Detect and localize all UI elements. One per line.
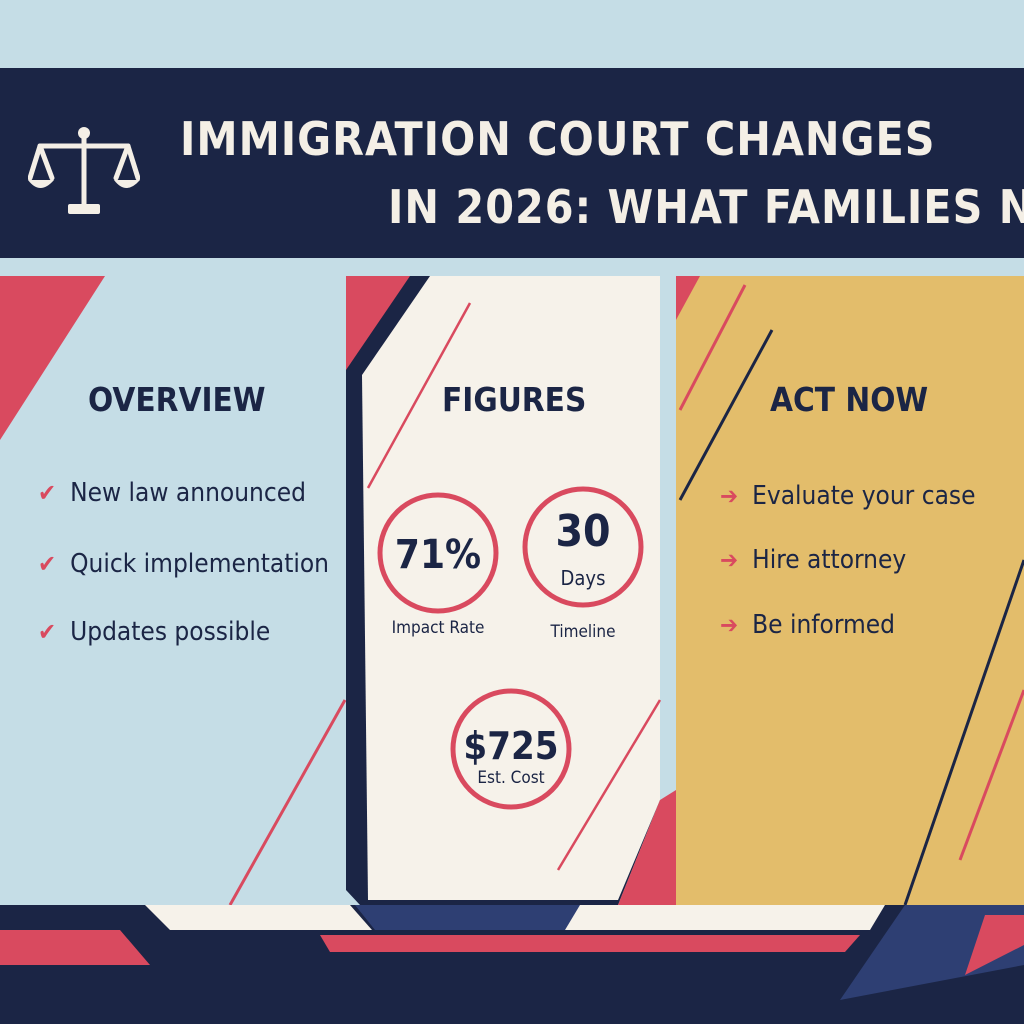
scales-of-justice-icon	[28, 127, 140, 214]
overview-item-label: Quick implementation	[70, 549, 330, 579]
stat-label: Impact Rate	[391, 618, 485, 638]
bottom-cream-left	[145, 905, 372, 930]
overview-item: ✔ New law announced	[38, 478, 306, 508]
overview-item: ✔ Quick implementation	[38, 549, 329, 579]
middle-panel	[362, 276, 660, 900]
right-accent-line-4	[958, 689, 1024, 861]
right-panel	[676, 276, 1024, 906]
stat-label: Timeline	[550, 622, 616, 642]
stat-label: Est. Cost	[477, 768, 545, 788]
middle-corner-accent	[618, 790, 676, 905]
stat-unit: Days	[560, 566, 606, 590]
title-line-2: IN 2026: WHAT FAMILIES NO	[388, 180, 1024, 234]
arrow-right-icon: ➔	[720, 611, 739, 639]
middle-accent-line-2	[556, 699, 662, 871]
act-now-item: ➔ Evaluate your case	[720, 481, 975, 511]
check-icon: ✔	[38, 479, 57, 507]
arrow-right-icon: ➔	[720, 482, 739, 510]
act-now-item-label: Evaluate your case	[752, 481, 976, 511]
act-now-item-label: Hire attorney	[752, 545, 907, 575]
title-line-1: IMMIGRATION COURT CHANGES	[180, 112, 936, 166]
right-coral-sliver	[676, 276, 700, 320]
act-now-item: ➔ Hire attorney	[720, 545, 906, 575]
middle-accent-line-1	[366, 302, 472, 489]
overview-item: ✔ Updates possible	[38, 617, 270, 647]
right-accent-line-2	[678, 329, 774, 501]
bottom-coral-left	[0, 930, 150, 965]
bottom-coral-mid	[320, 935, 860, 952]
bottom-cream-right	[565, 905, 885, 930]
arrow-right-icon: ➔	[720, 546, 739, 574]
bottom-coral-right	[965, 915, 1024, 975]
overview-heading: OVERVIEW	[88, 380, 266, 419]
act-now-item-label: Be informed	[752, 610, 896, 640]
check-icon: ✔	[38, 550, 57, 578]
bottom-blue-right	[840, 905, 1024, 1000]
figures-heading: FIGURES	[442, 380, 587, 419]
stat-value: 71%	[394, 532, 482, 578]
header-banner	[0, 68, 1024, 258]
bottom-blue-mid	[355, 905, 600, 930]
left-coral-wedge	[0, 276, 105, 440]
act-now-heading: ACT NOW	[770, 380, 929, 419]
right-accent-line-1	[678, 284, 747, 411]
overview-item-label: Updates possible	[70, 617, 271, 647]
act-now-item: ➔ Be informed	[720, 610, 895, 640]
right-accent-line-3	[903, 559, 1024, 906]
overview-item-label: New law announced	[70, 478, 306, 508]
left-accent-line	[228, 699, 347, 906]
middle-coral-wedge	[346, 276, 410, 370]
stat-value: $725	[463, 724, 559, 768]
check-icon: ✔	[38, 618, 57, 646]
stat-value: 30	[555, 506, 611, 557]
